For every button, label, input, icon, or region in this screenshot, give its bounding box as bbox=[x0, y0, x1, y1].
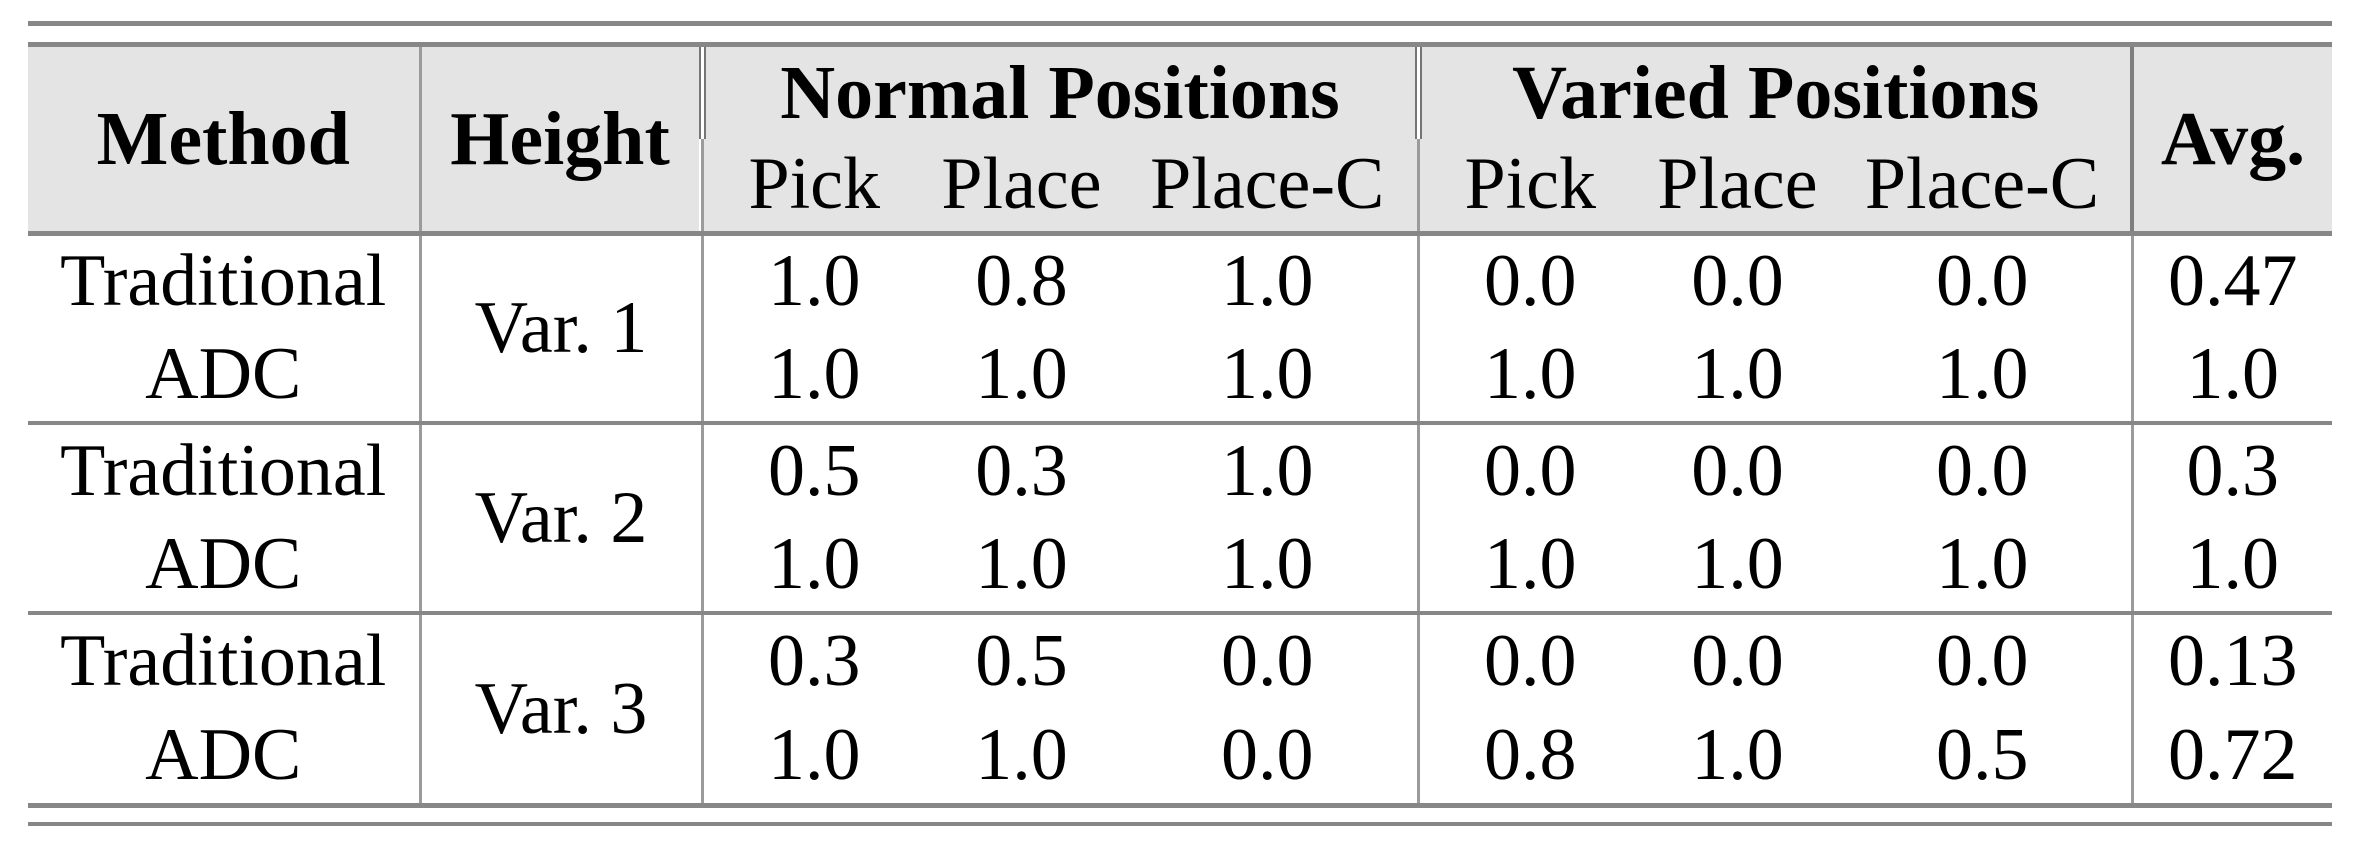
col-header-normal-positions: Normal Positions bbox=[698, 47, 1418, 139]
table-cell: 0.0 bbox=[1834, 611, 2132, 708]
subcol-header-varied-place: Place bbox=[1641, 139, 1834, 236]
subcol-header-varied-pick: Pick bbox=[1416, 139, 1641, 236]
header-row-subcolumns: Pick Place Place-C Pick Place Place-C bbox=[28, 139, 2332, 236]
table-cell: 0.0 bbox=[1641, 421, 1834, 518]
table-cell: 0.8 bbox=[1416, 708, 1641, 803]
table-cell-method: ADC bbox=[28, 518, 420, 613]
col-header-varied-positions: Varied Positions bbox=[1414, 47, 2132, 139]
bottom-outer-rule bbox=[28, 822, 2332, 826]
table-cell: 1.0 bbox=[700, 708, 925, 803]
subcol-header-normal-pick: Pick bbox=[700, 139, 925, 236]
table-cell-avg: 0.72 bbox=[2130, 708, 2332, 803]
subcol-header-varied-place-c: Place-C bbox=[1834, 139, 2132, 236]
table-cell: 1.0 bbox=[700, 328, 925, 423]
table-cell: 0.0 bbox=[1416, 421, 1641, 518]
table-cell: 1.0 bbox=[925, 328, 1118, 423]
table-cell: 0.0 bbox=[1641, 233, 1834, 328]
table-cell-method: ADC bbox=[28, 708, 420, 803]
table-cell: 1.0 bbox=[1118, 518, 1418, 613]
bottom-rule-gap bbox=[28, 808, 2332, 822]
table-cell-height: Var. 2 bbox=[418, 421, 702, 613]
table-cell: 1.0 bbox=[1641, 328, 1834, 423]
table-cell: 1.0 bbox=[700, 233, 925, 328]
col-header-avg: Avg. bbox=[2130, 47, 2332, 236]
col-header-method: Method bbox=[28, 47, 420, 236]
table-cell-method: Traditional bbox=[28, 421, 420, 518]
table-cell: 0.8 bbox=[925, 233, 1118, 328]
table-cell-avg: 0.13 bbox=[2130, 611, 2332, 708]
table-row: ADC 1.0 1.0 1.0 1.0 1.0 1.0 1.0 bbox=[28, 518, 2332, 613]
subcol-header-normal-place: Place bbox=[925, 139, 1118, 236]
table-cell: 0.0 bbox=[1118, 708, 1418, 803]
table-cell: 1.0 bbox=[1416, 328, 1641, 423]
table-cell: 0.5 bbox=[1834, 708, 2132, 803]
table-row: ADC 1.0 1.0 0.0 0.8 1.0 0.5 0.72 bbox=[28, 708, 2332, 803]
table-cell: 0.0 bbox=[1834, 233, 2132, 328]
table-cell: 1.0 bbox=[1834, 518, 2132, 613]
table-cell: 0.3 bbox=[700, 611, 925, 708]
table-row: Traditional Var. 1 1.0 0.8 1.0 0.0 0.0 0… bbox=[28, 233, 2332, 423]
table-row: Traditional Var. 2 0.5 0.3 1.0 0.0 0.0 0… bbox=[28, 421, 2332, 613]
results-table: Method Height Normal Positions Varied Po… bbox=[28, 47, 2332, 803]
top-inner-rule bbox=[28, 42, 2332, 47]
table-figure: Method Height Normal Positions Varied Po… bbox=[28, 21, 2332, 826]
table-cell: 1.0 bbox=[925, 518, 1118, 613]
table-cell: 1.0 bbox=[1834, 328, 2132, 423]
subcol-header-normal-place-c: Place-C bbox=[1118, 139, 1418, 236]
table-cell: 1.0 bbox=[1118, 421, 1418, 518]
table-cell: 1.0 bbox=[1118, 328, 1418, 423]
table-cell: 1.0 bbox=[1641, 518, 1834, 613]
table-cell: 0.5 bbox=[700, 421, 925, 518]
table-cell-avg: 0.47 bbox=[2130, 233, 2332, 328]
table-cell-method: ADC bbox=[28, 328, 420, 423]
top-outer-rule bbox=[28, 21, 2332, 26]
table-cell: 1.0 bbox=[1416, 518, 1641, 613]
table-cell: 0.3 bbox=[925, 421, 1118, 518]
table-cell-avg: 0.3 bbox=[2130, 421, 2332, 518]
table-cell-avg: 1.0 bbox=[2130, 518, 2332, 613]
table-cell: 0.0 bbox=[1118, 611, 1418, 708]
table-cell: 1.0 bbox=[700, 518, 925, 613]
table-cell-height: Var. 3 bbox=[418, 611, 702, 803]
table-cell: 1.0 bbox=[1641, 708, 1834, 803]
col-header-height: Height bbox=[418, 47, 702, 236]
bottom-inner-rule bbox=[28, 803, 2332, 808]
table-cell: 0.0 bbox=[1834, 421, 2132, 518]
table-row: Traditional Var. 3 0.3 0.5 0.0 0.0 0.0 0… bbox=[28, 611, 2332, 803]
table-cell: 0.0 bbox=[1416, 233, 1641, 328]
table-cell-method: Traditional bbox=[28, 611, 420, 708]
table-cell: 1.0 bbox=[925, 708, 1118, 803]
table-row: ADC 1.0 1.0 1.0 1.0 1.0 1.0 1.0 bbox=[28, 328, 2332, 423]
table-cell-avg: 1.0 bbox=[2130, 328, 2332, 423]
table-cell-height: Var. 1 bbox=[418, 233, 702, 423]
table-cell: 0.0 bbox=[1641, 611, 1834, 708]
top-rule-gap bbox=[28, 26, 2332, 42]
table-cell: 0.0 bbox=[1416, 611, 1641, 708]
table-cell-method: Traditional bbox=[28, 233, 420, 328]
header-row-groups: Method Height Normal Positions Varied Po… bbox=[28, 47, 2332, 236]
table-cell: 0.5 bbox=[925, 611, 1118, 708]
table-cell: 1.0 bbox=[1118, 233, 1418, 328]
